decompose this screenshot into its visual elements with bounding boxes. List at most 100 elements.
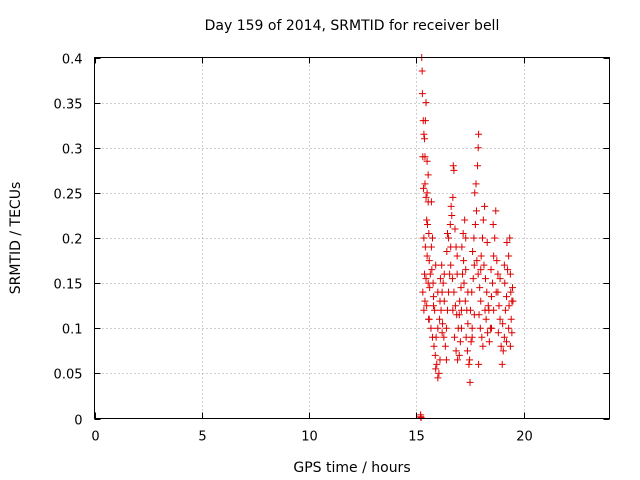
data-point (427, 198, 435, 206)
data-point (471, 189, 479, 197)
data-point (472, 207, 480, 215)
data-point (503, 239, 511, 247)
data-point (455, 311, 463, 319)
data-point (475, 360, 483, 368)
data-point (481, 306, 489, 314)
data-point (442, 356, 450, 364)
data-point (421, 243, 429, 251)
data-point (469, 248, 477, 256)
data-point (420, 130, 428, 138)
data-point (427, 243, 435, 251)
data-point (494, 288, 502, 296)
y-axis-label: SRMTID / TECUs (8, 182, 24, 295)
data-point (461, 297, 469, 305)
data-point (457, 306, 465, 314)
data-point (487, 266, 495, 274)
data-point (436, 315, 444, 323)
data-point (495, 302, 503, 310)
data-point (474, 162, 482, 170)
data-point (466, 356, 474, 364)
data-point (440, 297, 448, 305)
x-tick-labels: 0 5 10 15 20 (91, 430, 532, 445)
data-point (508, 297, 516, 305)
data-point (462, 333, 470, 341)
data-point (449, 306, 457, 314)
data-point (431, 351, 439, 359)
data-point (460, 257, 468, 265)
data-point (477, 297, 485, 305)
data-point (421, 180, 429, 188)
data-point (490, 252, 498, 260)
data-point (494, 270, 502, 278)
data-point (471, 220, 479, 228)
data-point (500, 333, 508, 341)
data-point (498, 360, 506, 368)
data-point (481, 202, 489, 210)
data-point (460, 279, 468, 287)
data-point (491, 234, 499, 242)
data-point (508, 329, 516, 337)
data-point (475, 130, 483, 138)
data-point (474, 144, 482, 152)
data-point (474, 270, 482, 278)
data-point (443, 248, 451, 256)
data-point (447, 243, 455, 251)
data-point (447, 261, 455, 269)
data-point (432, 333, 440, 341)
data-point (423, 252, 431, 260)
y-tick-label: 0.4 (62, 53, 83, 68)
data-point (478, 333, 486, 341)
data-point (506, 270, 514, 278)
data-point (490, 306, 498, 314)
data-point (452, 347, 460, 355)
data-point (489, 220, 497, 228)
data-point (422, 275, 430, 283)
data-point (485, 338, 493, 346)
data-point (441, 342, 449, 350)
data-point (468, 333, 476, 341)
data-point (420, 306, 428, 314)
data-point (439, 320, 447, 328)
data-point (505, 324, 513, 332)
data-point (499, 320, 507, 328)
y-tick-label: 0.05 (54, 368, 83, 383)
y-tick-labels: 0 0.05 0.1 0.15 0.2 0.25 0.3 0.35 0.4 (54, 53, 83, 429)
data-point (433, 360, 441, 368)
y-tick-label: 0.2 (62, 233, 83, 248)
data-point (484, 329, 492, 337)
data-point (480, 261, 488, 269)
data-point (446, 220, 454, 228)
data-point (487, 293, 495, 301)
data-point (509, 284, 517, 292)
data-point (438, 329, 446, 337)
data-point (493, 257, 501, 265)
data-point (423, 216, 431, 224)
data-point (422, 99, 430, 107)
data-point (462, 234, 470, 242)
data-point (453, 270, 461, 278)
data-point (450, 166, 458, 174)
data-point (451, 302, 459, 310)
chart-title: Day 159 of 2014, SRMTID for receiver bel… (205, 18, 500, 34)
x-tick-label: 5 (198, 430, 206, 445)
data-point (419, 184, 427, 192)
data-point (450, 288, 458, 296)
data-point (483, 288, 491, 296)
data-point (429, 279, 437, 287)
data-point (507, 288, 515, 296)
data-point (451, 333, 459, 341)
data-point (470, 234, 478, 242)
data-point (418, 67, 426, 75)
data-point (422, 193, 430, 201)
data-point (420, 234, 428, 242)
data-point (464, 320, 472, 328)
data-point (419, 288, 427, 296)
data-point (499, 347, 507, 355)
data-point (453, 252, 461, 260)
data-point (430, 293, 438, 301)
data-point (447, 202, 455, 210)
data-point (494, 329, 502, 337)
data-point (487, 324, 495, 332)
data-point (436, 356, 444, 364)
